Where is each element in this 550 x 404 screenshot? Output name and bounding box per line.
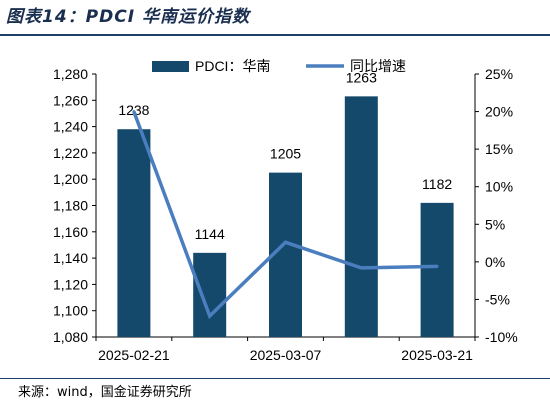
x-axis-tick-label: 2025-03-07 xyxy=(250,347,322,363)
left-axis-tick-label: 1,240 xyxy=(53,119,88,135)
bar-value-label: 1263 xyxy=(346,69,377,85)
left-axis-tick-label: 1,140 xyxy=(53,250,88,266)
axes: 1,080 1,100 1,120 1,140 1,160 1,180 1,200 1,220… xyxy=(53,66,518,363)
left-axis-tick-label: 1,260 xyxy=(53,92,88,108)
title-divider xyxy=(0,34,550,36)
legend: PDCI：华南 同比增速 xyxy=(152,58,406,74)
right-axis-tick-label: 10% xyxy=(485,179,513,195)
left-axis-tick-label: 1,160 xyxy=(53,224,88,240)
line-series xyxy=(132,110,439,320)
left-axis-tick-label: 1,100 xyxy=(53,303,88,319)
chart-title: 图表14：PDCI 华南运价指数 xyxy=(6,7,250,27)
bar xyxy=(117,129,151,337)
bar-value-label: 1205 xyxy=(270,146,301,162)
left-axis-tick-label: 1,280 xyxy=(53,66,88,82)
left-axis-tick-label: 1,220 xyxy=(53,145,88,161)
line-point xyxy=(284,240,287,244)
bar xyxy=(344,96,378,337)
left-axis-tick-label: 1,080 xyxy=(53,329,88,345)
x-axis-tick-label: 2025-03-21 xyxy=(401,347,473,363)
bar-value-label: 1144 xyxy=(195,226,225,242)
right-axis-tick-label: 15% xyxy=(485,141,513,157)
x-axis-tick-label: 2025-02-21 xyxy=(98,347,170,363)
left-axis-tick-label: 1,120 xyxy=(53,276,88,292)
line-point xyxy=(132,110,136,114)
legend-bar-label: PDCI：华南 xyxy=(195,58,270,74)
line-point xyxy=(208,314,212,318)
bar xyxy=(193,252,227,337)
line-point xyxy=(435,264,439,268)
source-divider xyxy=(0,378,550,379)
bar-value-label: 1182 xyxy=(422,176,452,192)
legend-line-label: 同比增速 xyxy=(350,58,406,74)
right-axis-tick-label: 0% xyxy=(485,254,505,270)
line-point xyxy=(359,266,363,270)
bar xyxy=(420,202,454,337)
right-axis-tick-label: -10% xyxy=(485,329,518,345)
right-axis-tick-label: -5% xyxy=(485,291,510,307)
source-note: 来源：wind，国金证券研究所 xyxy=(18,385,192,400)
bar-series: 12381144120512631182 xyxy=(117,69,454,337)
left-axis-tick-label: 1,200 xyxy=(53,171,88,187)
right-axis-tick-label: 20% xyxy=(485,104,513,120)
right-axis-tick-label: 5% xyxy=(485,216,505,232)
chart: 1,080 1,100 1,120 1,140 1,160 1,180 1,200 1,220… xyxy=(53,58,518,363)
right-axis-tick-label: 25% xyxy=(485,66,513,82)
left-axis-tick-label: 1,180 xyxy=(53,198,88,214)
legend-bar-swatch xyxy=(152,61,189,72)
